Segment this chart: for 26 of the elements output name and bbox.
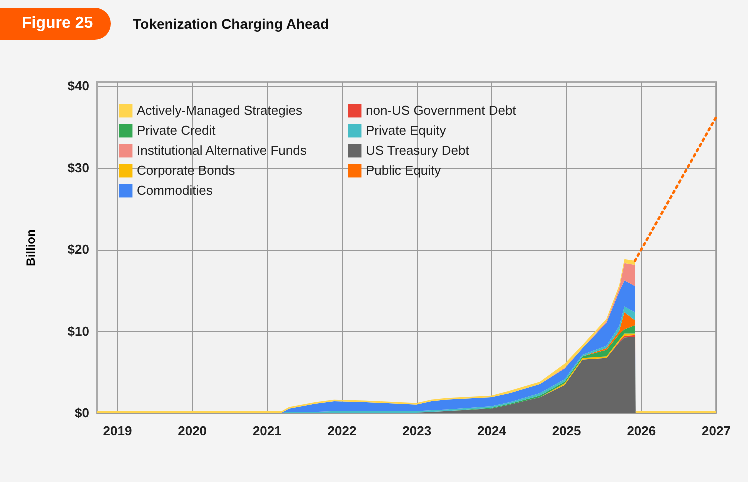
x-tick-label: 2019	[103, 424, 132, 438]
y-tick-label: $30	[68, 160, 90, 176]
legend-label: Public Equity	[366, 163, 442, 178]
caption: Figure 25	[0, 8, 112, 40]
y-tick-label: $10	[68, 324, 90, 339]
legend-label: non-US Government Debt	[366, 103, 517, 118]
y-axis-title: Billion	[24, 230, 38, 266]
x-tick-label: 2021	[252, 424, 282, 438]
y-tick-label: $0	[75, 406, 90, 420]
x-tick-label: 2027	[702, 424, 731, 438]
y-tick-label: $40	[68, 78, 90, 94]
legend-label: Actively-Managed Strategies	[137, 103, 303, 118]
x-tick-label: 2022	[328, 424, 357, 438]
legend-label: Private Credit	[137, 123, 216, 138]
y-tick-label: $20	[68, 242, 90, 258]
x-tick-label: 2025	[552, 424, 582, 438]
x-tick-label: 2024	[477, 424, 508, 438]
legend-label: US Treasury Debt	[366, 143, 470, 158]
x-tick-label: 2026	[627, 424, 656, 438]
legend-label: Corporate Bonds	[137, 163, 236, 178]
legend-label: Commodities	[137, 183, 214, 198]
legend-label: Institutional Alternative Funds	[137, 143, 308, 158]
chart-title: Tokenization Charging Ahead	[133, 16, 330, 32]
legend-label: Private Equity	[366, 123, 447, 138]
x-tick-label: 2023	[402, 424, 432, 438]
x-tick-label: 2020	[178, 424, 208, 438]
